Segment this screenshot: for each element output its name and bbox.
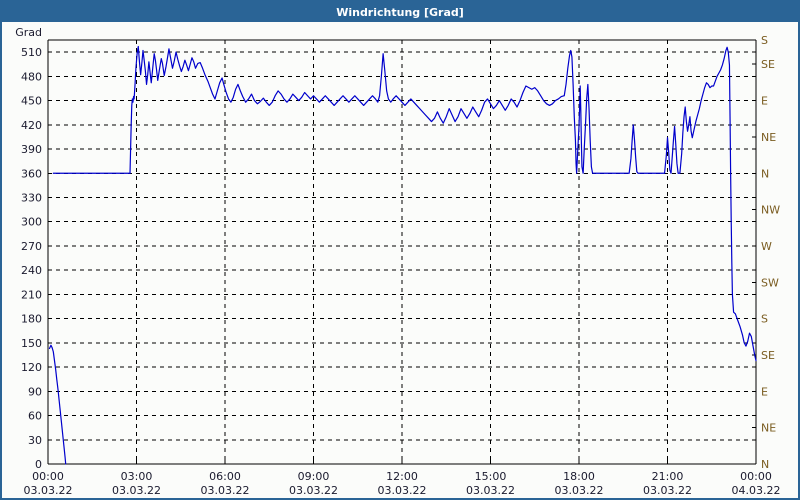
x-tick-time: 03:00 xyxy=(121,470,153,483)
x-axis-ticks: 00:0003.03.2203:0003.03.2206:0003.03.220… xyxy=(24,460,781,497)
x-tick-date: 03.03.22 xyxy=(643,484,692,497)
y2-tick-label: S xyxy=(761,313,768,326)
y2-tick-label: NW xyxy=(761,204,780,217)
grid-lines xyxy=(48,40,756,464)
x-tick-date: 03.03.22 xyxy=(201,484,250,497)
x-tick-date: 03.03.22 xyxy=(112,484,161,497)
y-axis-unit-label: Grad xyxy=(15,26,42,39)
y2-tick-label: SE xyxy=(761,349,775,362)
y-tick-label: 390 xyxy=(21,143,42,156)
data-series xyxy=(48,45,757,465)
x-tick-date: 03.03.22 xyxy=(24,484,73,497)
y-tick-label: 150 xyxy=(21,337,42,350)
y2-tick-label: S xyxy=(761,34,768,47)
y-tick-label: 480 xyxy=(21,70,42,83)
y-tick-label: 270 xyxy=(21,240,42,253)
y2-tick-label: W xyxy=(761,240,772,253)
y-tick-label: 210 xyxy=(21,288,42,301)
y-axis-right-ticks: N NE E SE S SW W NW N NE E SE S xyxy=(752,34,780,471)
x-tick-time: 00:00 xyxy=(740,470,772,483)
x-tick-time: 00:00 xyxy=(32,470,64,483)
series-line xyxy=(48,344,67,465)
y2-tick-label: N xyxy=(761,167,769,180)
wind-direction-line-chart: 0 30 60 90 120 150 180 210 240 270 300 330 360 390 420… xyxy=(15,26,781,497)
y2-tick-label: E xyxy=(761,385,768,398)
chart-canvas: 0 30 60 90 120 150 180 210 240 270 300 330 360 390 420… xyxy=(2,22,798,498)
x-tick-time: 21:00 xyxy=(652,470,684,483)
y-tick-label: 450 xyxy=(21,95,42,108)
y-tick-label: 30 xyxy=(28,434,42,447)
y-tick-label: 360 xyxy=(21,167,42,180)
x-tick-time: 06:00 xyxy=(209,470,241,483)
y-tick-label: 120 xyxy=(21,361,42,374)
y2-tick-label: E xyxy=(761,95,768,108)
x-tick-time: 12:00 xyxy=(386,470,418,483)
x-tick-date: 03.03.22 xyxy=(378,484,427,497)
y2-tick-label: SW xyxy=(761,276,779,289)
x-tick-date: 03.03.22 xyxy=(466,484,515,497)
y-tick-label: 90 xyxy=(28,385,42,398)
x-tick-date: 03.03.22 xyxy=(289,484,338,497)
y-tick-label: 180 xyxy=(21,313,42,326)
y-tick-label: 510 xyxy=(21,46,42,59)
y2-tick-label: N xyxy=(761,458,769,471)
y-tick-label: 420 xyxy=(21,119,42,132)
x-tick-date: 03.03.22 xyxy=(555,484,604,497)
y-tick-label: 0 xyxy=(35,458,42,471)
y2-tick-label: NE xyxy=(761,422,776,435)
x-tick-time: 09:00 xyxy=(298,470,330,483)
window-title: Windrichtung [Grad] xyxy=(336,5,464,19)
y2-tick-label: SE xyxy=(761,58,775,71)
x-tick-date: 04.03.22 xyxy=(732,484,781,497)
y-axis-left-ticks: 0 30 60 90 120 150 180 210 240 270 300 330 360 390 420… xyxy=(21,46,52,471)
window-titlebar: Windrichtung [Grad] xyxy=(2,2,798,22)
series-line xyxy=(52,45,757,362)
y2-tick-label: NE xyxy=(761,131,776,144)
x-tick-time: 15:00 xyxy=(475,470,507,483)
y-tick-label: 60 xyxy=(28,410,42,423)
y-tick-label: 240 xyxy=(21,264,42,277)
y-tick-label: 330 xyxy=(21,191,42,204)
x-tick-time: 18:00 xyxy=(563,470,595,483)
y-tick-label: 300 xyxy=(21,216,42,229)
